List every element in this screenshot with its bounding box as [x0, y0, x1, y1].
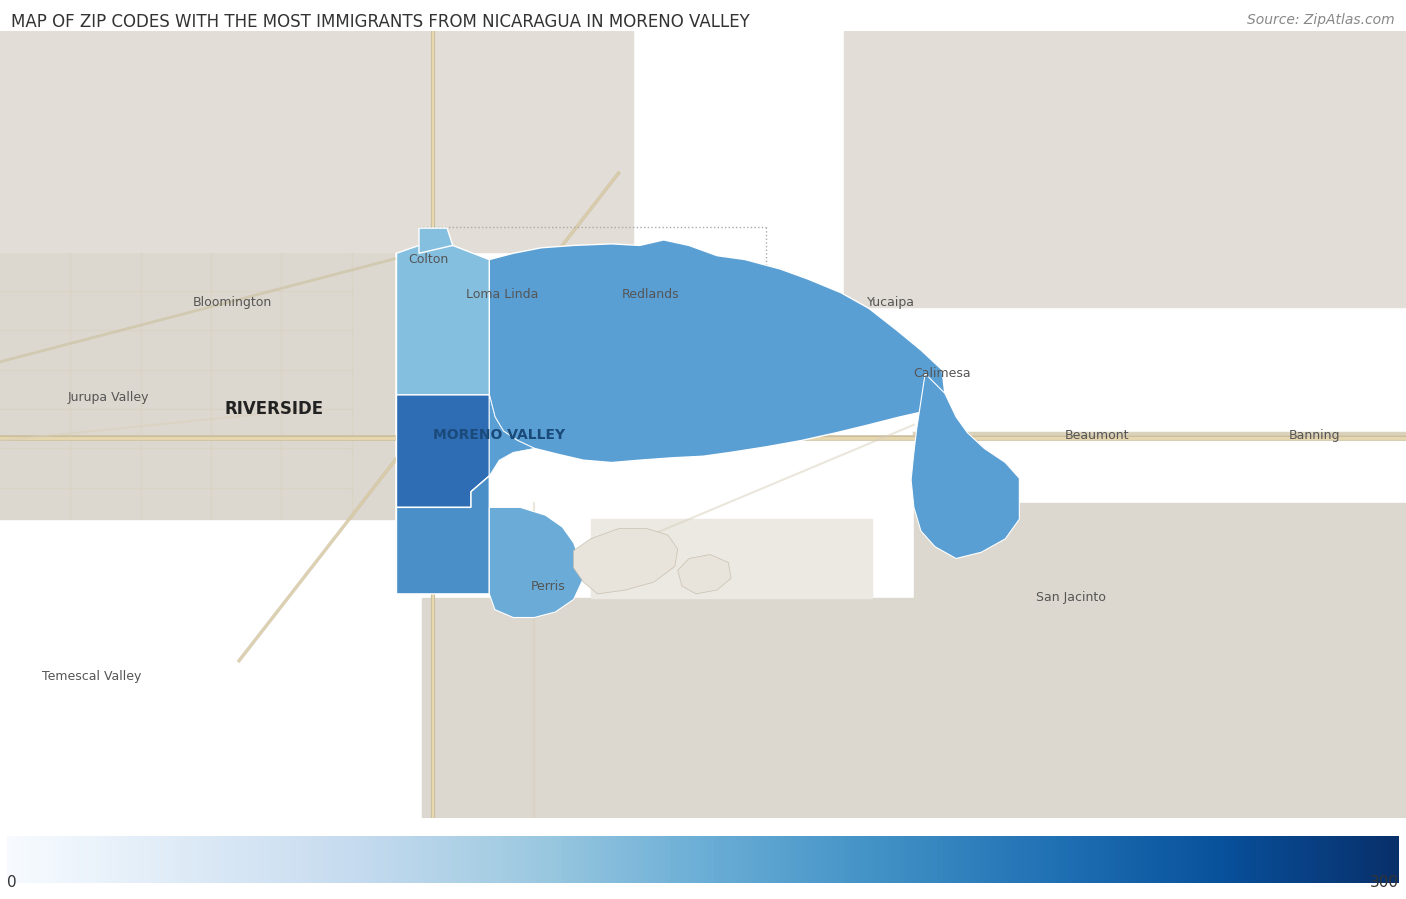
Text: Source: ZipAtlas.com: Source: ZipAtlas.com [1247, 13, 1395, 28]
Polygon shape [911, 374, 1019, 558]
Bar [591, 520, 759, 598]
Text: 300: 300 [1369, 875, 1399, 890]
Text: Temescal Valley: Temescal Valley [42, 670, 141, 683]
Text: Banning: Banning [1289, 429, 1340, 441]
Text: Bloomington: Bloomington [193, 297, 271, 309]
Text: Colton: Colton [409, 254, 449, 266]
Polygon shape [678, 555, 731, 594]
Polygon shape [489, 240, 945, 462]
Text: Redlands: Redlands [623, 289, 679, 301]
Polygon shape [396, 476, 489, 594]
Polygon shape [396, 245, 489, 395]
Bar [422, 598, 1054, 818]
Bar [844, 31, 1406, 307]
Text: Jurupa Valley: Jurupa Valley [67, 391, 149, 404]
Polygon shape [396, 395, 489, 507]
Text: Beaumont: Beaumont [1064, 429, 1129, 441]
Bar [0, 244, 394, 520]
Polygon shape [489, 395, 534, 476]
Bar [759, 520, 872, 598]
Bar [914, 503, 1406, 818]
Text: San Jacinto: San Jacinto [1036, 592, 1107, 604]
Text: Calimesa: Calimesa [914, 367, 970, 380]
Text: RIVERSIDE: RIVERSIDE [225, 400, 323, 418]
Polygon shape [574, 529, 678, 594]
Text: MORENO VALLEY: MORENO VALLEY [433, 428, 565, 442]
Polygon shape [419, 228, 453, 254]
Text: MAP OF ZIP CODES WITH THE MOST IMMIGRANTS FROM NICARAGUA IN MORENO VALLEY: MAP OF ZIP CODES WITH THE MOST IMMIGRANT… [11, 13, 749, 31]
Text: 0: 0 [7, 875, 17, 890]
Text: Yucaipa: Yucaipa [868, 297, 915, 309]
Text: Perris: Perris [531, 580, 565, 592]
Polygon shape [489, 507, 583, 618]
Text: Loma Linda: Loma Linda [465, 289, 538, 301]
Bar [0, 31, 633, 252]
